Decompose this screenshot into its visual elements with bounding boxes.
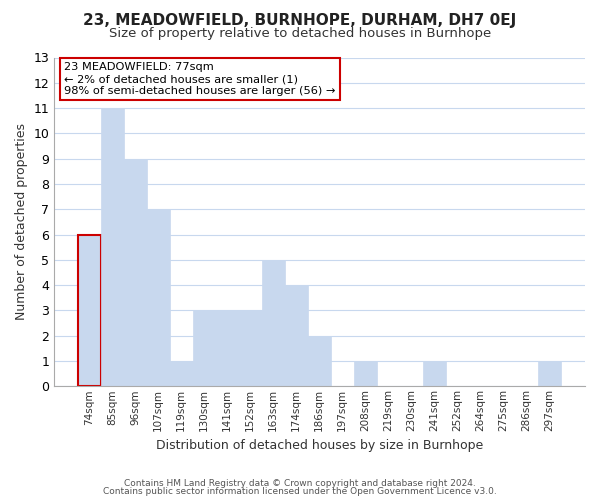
- Text: 23 MEADOWFIELD: 77sqm
← 2% of detached houses are smaller (1)
98% of semi-detach: 23 MEADOWFIELD: 77sqm ← 2% of detached h…: [64, 62, 335, 96]
- Bar: [101, 108, 124, 386]
- Text: 23, MEADOWFIELD, BURNHOPE, DURHAM, DH7 0EJ: 23, MEADOWFIELD, BURNHOPE, DURHAM, DH7 0…: [83, 12, 517, 28]
- X-axis label: Distribution of detached houses by size in Burnhope: Distribution of detached houses by size …: [155, 440, 483, 452]
- Bar: [124, 158, 147, 386]
- Bar: [354, 361, 377, 386]
- Bar: [147, 209, 170, 386]
- Bar: [423, 361, 446, 386]
- Text: Size of property relative to detached houses in Burnhope: Size of property relative to detached ho…: [109, 28, 491, 40]
- Bar: [216, 310, 239, 386]
- Bar: [308, 336, 331, 386]
- Bar: [285, 285, 308, 386]
- Bar: [78, 234, 101, 386]
- Text: Contains HM Land Registry data © Crown copyright and database right 2024.: Contains HM Land Registry data © Crown c…: [124, 478, 476, 488]
- Bar: [193, 310, 216, 386]
- Bar: [538, 361, 561, 386]
- Bar: [170, 361, 193, 386]
- Text: Contains public sector information licensed under the Open Government Licence v3: Contains public sector information licen…: [103, 487, 497, 496]
- Y-axis label: Number of detached properties: Number of detached properties: [15, 124, 28, 320]
- Bar: [239, 310, 262, 386]
- Bar: [262, 260, 285, 386]
